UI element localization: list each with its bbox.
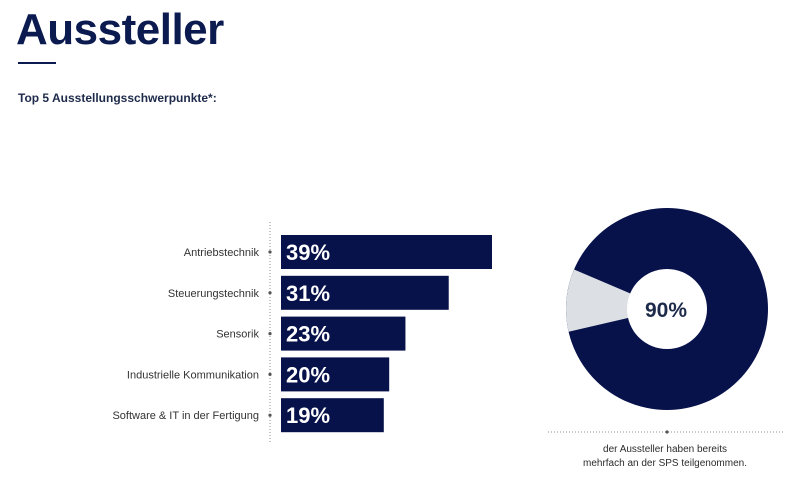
bar	[281, 316, 406, 351]
pie-caption-line-2: mehrfach an der SPS teilgenommen.	[583, 458, 747, 469]
pie-caption-line-1: der Aussteller haben bereits	[603, 444, 727, 455]
bar-value-label: 19%	[286, 403, 330, 428]
axis-tick-dot	[268, 413, 272, 417]
pie-slice-rest	[566, 269, 667, 332]
bar-value-label: 20%	[286, 362, 330, 387]
pie-center-hole	[627, 269, 707, 349]
bar	[281, 235, 492, 269]
pie-center-label: 90%	[645, 299, 687, 322]
title-underline	[18, 62, 56, 64]
pie-caption: der Aussteller haben bereits mehrfach an…	[548, 443, 782, 471]
category-label: Antriebstechnik	[184, 247, 260, 259]
axis-tick-dot	[268, 372, 272, 376]
category-label: Industrielle Kommunikation	[127, 369, 259, 381]
axis-tick-dot	[268, 250, 272, 254]
category-label: Steuerungstechnik	[168, 288, 260, 300]
bar	[281, 275, 449, 310]
category-label: Sensorik	[216, 329, 259, 341]
bar	[281, 357, 390, 392]
caption-separator-dot	[665, 430, 669, 434]
bar-value-label: 23%	[286, 322, 330, 347]
bar-value-label: 39%	[286, 240, 330, 265]
axis-tick-dot	[268, 291, 272, 295]
page-title: Aussteller	[16, 5, 224, 54]
bar	[281, 398, 384, 433]
category-label: Software & IT in der Fertigung	[112, 410, 259, 422]
chart-subtitle: Top 5 Ausstellungsschwerpunkte*:	[18, 91, 217, 105]
axis-tick-dot	[268, 332, 272, 336]
bar-value-label: 31%	[286, 281, 330, 306]
